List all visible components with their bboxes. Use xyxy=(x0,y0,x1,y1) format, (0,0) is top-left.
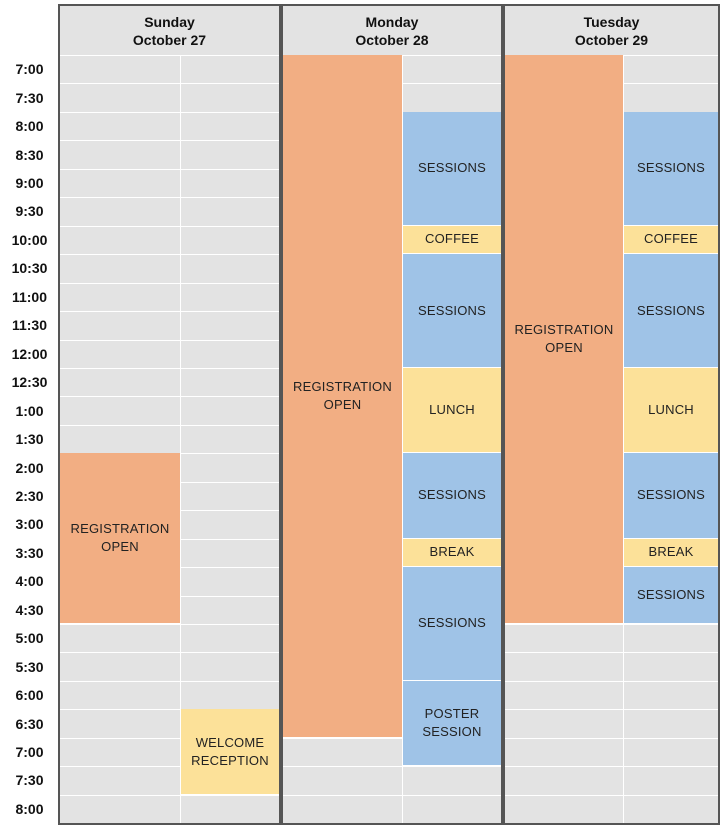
gridline xyxy=(60,225,279,227)
time-label: 2:30 xyxy=(15,487,44,504)
event-block: SESSIONS xyxy=(624,111,718,226)
event-block: COFFEE xyxy=(624,225,718,255)
gridline xyxy=(505,624,718,625)
day-date: October 28 xyxy=(355,32,429,48)
event-block: REGISTRATION OPEN xyxy=(60,453,180,624)
event-block: LUNCH xyxy=(403,367,501,454)
day-header: Monday October 28 xyxy=(283,6,501,56)
gridline xyxy=(60,823,279,824)
event-block: POSTER SESSION xyxy=(403,680,501,767)
gridline xyxy=(60,709,279,711)
gridline xyxy=(283,823,501,824)
event-block: SESSIONS xyxy=(403,567,501,681)
gridline xyxy=(505,794,718,796)
gridline xyxy=(60,111,279,113)
time-label: 10:30 xyxy=(11,260,48,277)
gridline xyxy=(60,282,279,284)
day-date: October 29 xyxy=(574,32,649,48)
gridline xyxy=(505,766,718,768)
time-label: 12:30 xyxy=(11,374,48,391)
event-block: LUNCH xyxy=(624,367,718,454)
day-name: Monday xyxy=(365,14,419,30)
time-label: 11:00 xyxy=(11,288,48,305)
event-block: SESSIONS xyxy=(624,254,718,368)
gridline xyxy=(60,652,279,654)
time-label: 8:00 xyxy=(15,800,44,817)
gridline xyxy=(60,311,279,313)
time-label: 5:30 xyxy=(15,658,44,675)
time-label: 8:00 xyxy=(15,118,44,135)
time-label: 7:30 xyxy=(15,772,44,789)
time-label: 12:00 xyxy=(11,345,48,362)
gridline xyxy=(60,168,279,170)
time-label: 9:30 xyxy=(15,203,44,220)
column-divider xyxy=(623,55,624,823)
event-block: WELCOME RECEPTION xyxy=(181,709,279,795)
time-label: 1:00 xyxy=(15,402,44,419)
event-block: REGISTRATION OPEN xyxy=(283,55,402,738)
gridline xyxy=(60,737,279,739)
gridline xyxy=(505,709,718,711)
gridline xyxy=(60,339,279,341)
gridline xyxy=(60,140,279,142)
gridline xyxy=(283,737,501,739)
time-label: 9:00 xyxy=(15,175,44,192)
day-date: October 27 xyxy=(132,32,207,48)
time-label: 11:30 xyxy=(11,317,48,334)
gridline xyxy=(60,55,279,56)
day-panel-tuesday: Tuesday October 29 REGISTRATION OPEN SESSIO… xyxy=(503,4,720,825)
day-panel-monday: Monday October 28 REGISTRATION OPEN SESSION… xyxy=(281,4,503,825)
column-divider xyxy=(402,55,403,823)
gridline xyxy=(60,396,279,398)
event-block: REGISTRATION OPEN xyxy=(505,55,623,624)
time-label: 7:00 xyxy=(15,61,44,78)
time-label: 5:00 xyxy=(15,630,44,647)
time-label: 4:30 xyxy=(15,601,44,618)
event-block: SESSIONS xyxy=(403,453,501,539)
time-label: 8:30 xyxy=(15,146,44,163)
column-divider xyxy=(180,55,181,823)
gridline xyxy=(60,766,279,768)
time-label: 4:00 xyxy=(15,573,44,590)
gridline xyxy=(283,794,501,796)
event-block: COFFEE xyxy=(403,225,501,255)
time-label: 2:00 xyxy=(15,459,44,476)
event-block: BREAK xyxy=(403,538,501,568)
gridline xyxy=(505,652,718,654)
time-label: 3:00 xyxy=(15,516,44,533)
time-label: 3:30 xyxy=(15,544,44,561)
time-label: 1:30 xyxy=(15,431,44,448)
event-block: SESSIONS xyxy=(624,453,718,539)
time-label: 6:30 xyxy=(15,715,44,732)
time-label: 10:00 xyxy=(11,231,48,248)
gridline xyxy=(60,624,279,625)
gridline xyxy=(505,823,718,824)
gridline xyxy=(60,367,279,369)
day-name: Tuesday xyxy=(583,14,640,30)
event-block: BREAK xyxy=(624,538,718,568)
gridline xyxy=(505,680,718,682)
time-label: 6:00 xyxy=(15,687,44,704)
event-block: SESSIONS xyxy=(403,254,501,368)
gridline xyxy=(283,766,501,768)
event-block: SESSIONS xyxy=(624,567,718,624)
event-block: SESSIONS xyxy=(403,111,501,226)
gridline xyxy=(60,424,279,426)
day-name: Sunday xyxy=(144,14,195,30)
time-label: 7:30 xyxy=(15,89,44,106)
day-panel-sunday: Sunday October 27 REGISTRATION OPEN WELCOME… xyxy=(58,4,281,825)
gridline xyxy=(60,794,279,796)
day-header: Tuesday October 29 xyxy=(505,6,718,56)
time-label: 7:00 xyxy=(15,744,44,761)
gridline xyxy=(505,737,718,739)
gridline xyxy=(60,254,279,256)
gridline xyxy=(60,83,279,85)
day-header: Sunday October 27 xyxy=(60,6,279,56)
gridline xyxy=(60,197,279,199)
gridline xyxy=(60,680,279,682)
